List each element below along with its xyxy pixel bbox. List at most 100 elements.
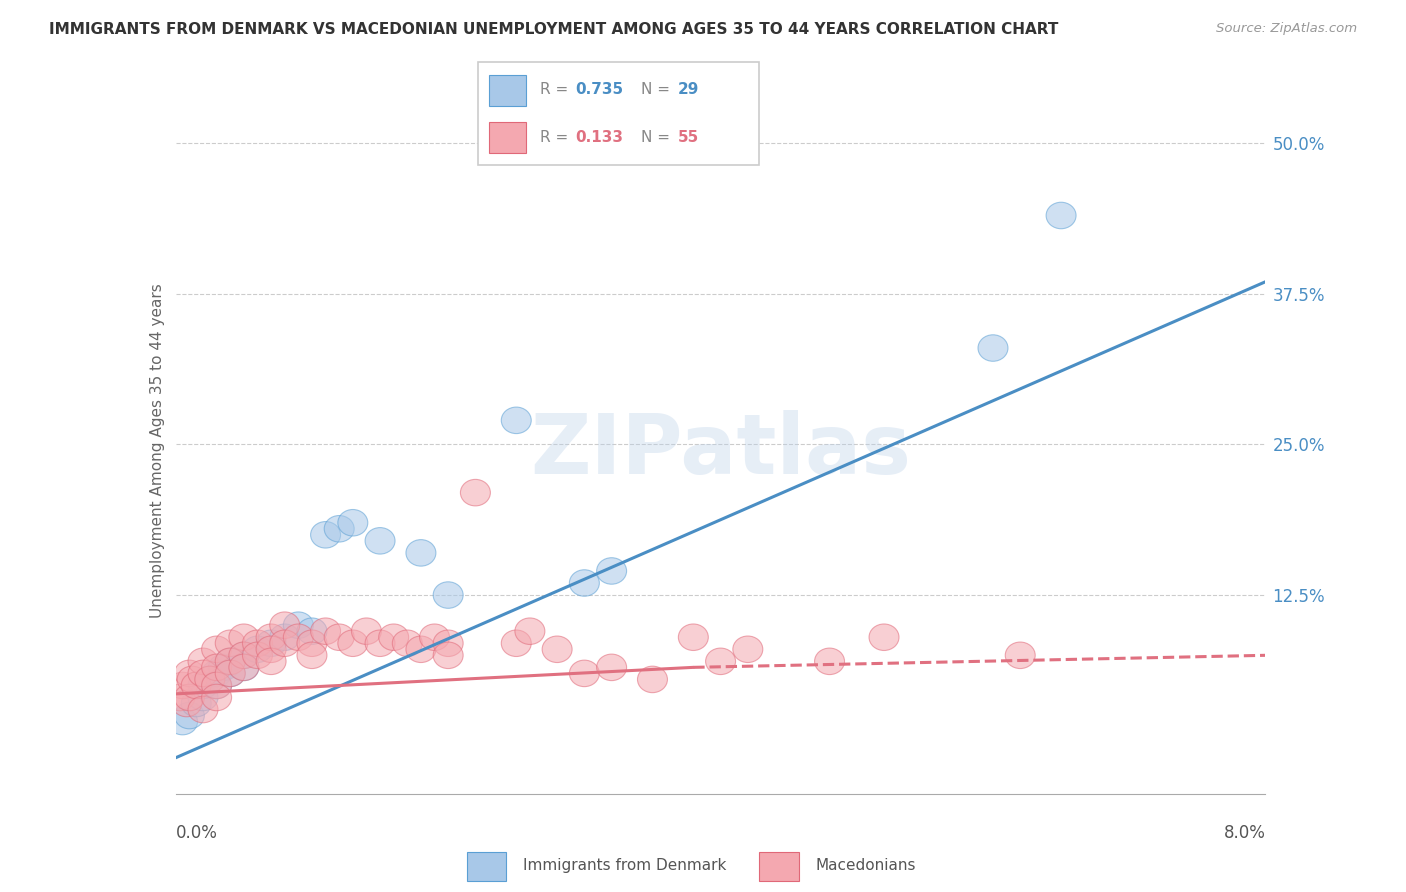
FancyBboxPatch shape — [489, 122, 526, 153]
Ellipse shape — [188, 684, 218, 711]
Ellipse shape — [337, 509, 368, 536]
Ellipse shape — [433, 630, 463, 657]
Ellipse shape — [256, 636, 285, 663]
FancyBboxPatch shape — [489, 75, 526, 105]
Text: 29: 29 — [678, 82, 699, 97]
Ellipse shape — [195, 666, 225, 693]
Ellipse shape — [378, 624, 409, 650]
Ellipse shape — [406, 540, 436, 566]
Ellipse shape — [569, 660, 599, 687]
Text: R =: R = — [540, 82, 574, 97]
Ellipse shape — [979, 334, 1008, 361]
Ellipse shape — [215, 660, 245, 687]
Ellipse shape — [256, 624, 285, 650]
Ellipse shape — [297, 642, 328, 669]
Ellipse shape — [869, 624, 898, 650]
Ellipse shape — [297, 630, 328, 657]
Ellipse shape — [188, 673, 218, 698]
Ellipse shape — [325, 516, 354, 542]
Ellipse shape — [366, 527, 395, 554]
Ellipse shape — [311, 522, 340, 548]
Y-axis label: Unemployment Among Ages 35 to 44 years: Unemployment Among Ages 35 to 44 years — [149, 283, 165, 618]
Ellipse shape — [201, 660, 232, 687]
Ellipse shape — [637, 666, 668, 693]
Ellipse shape — [569, 570, 599, 596]
Ellipse shape — [325, 624, 354, 650]
Ellipse shape — [229, 642, 259, 669]
Ellipse shape — [174, 660, 204, 687]
Ellipse shape — [229, 654, 259, 681]
FancyBboxPatch shape — [467, 852, 506, 881]
Ellipse shape — [201, 684, 232, 711]
Ellipse shape — [433, 642, 463, 669]
Ellipse shape — [256, 648, 285, 674]
Ellipse shape — [215, 648, 245, 674]
Ellipse shape — [242, 636, 273, 663]
Ellipse shape — [181, 690, 211, 717]
Ellipse shape — [177, 666, 207, 693]
Text: Macedonians: Macedonians — [815, 858, 915, 872]
Ellipse shape — [502, 407, 531, 434]
FancyBboxPatch shape — [478, 62, 759, 165]
Text: Source: ZipAtlas.com: Source: ZipAtlas.com — [1216, 22, 1357, 36]
Ellipse shape — [1005, 642, 1035, 669]
Ellipse shape — [270, 630, 299, 657]
Ellipse shape — [229, 642, 259, 669]
Text: IMMIGRANTS FROM DENMARK VS MACEDONIAN UNEMPLOYMENT AMONG AGES 35 TO 44 YEARS COR: IMMIGRANTS FROM DENMARK VS MACEDONIAN UN… — [49, 22, 1059, 37]
Ellipse shape — [284, 624, 314, 650]
Text: ZIPatlas: ZIPatlas — [530, 410, 911, 491]
Text: N =: N = — [641, 82, 675, 97]
Ellipse shape — [366, 630, 395, 657]
Ellipse shape — [167, 673, 197, 698]
FancyBboxPatch shape — [759, 852, 799, 881]
Ellipse shape — [406, 636, 436, 663]
Ellipse shape — [188, 660, 218, 687]
Ellipse shape — [596, 654, 627, 681]
Text: 8.0%: 8.0% — [1223, 824, 1265, 842]
Ellipse shape — [284, 612, 314, 639]
Ellipse shape — [814, 648, 845, 674]
Ellipse shape — [242, 630, 273, 657]
Text: 0.0%: 0.0% — [176, 824, 218, 842]
Text: 0.735: 0.735 — [575, 82, 623, 97]
Ellipse shape — [174, 702, 204, 729]
Ellipse shape — [167, 708, 197, 735]
Ellipse shape — [678, 624, 709, 650]
Text: Immigrants from Denmark: Immigrants from Denmark — [523, 858, 727, 872]
Ellipse shape — [419, 624, 450, 650]
Text: N =: N = — [641, 130, 675, 145]
Ellipse shape — [201, 636, 232, 663]
Ellipse shape — [297, 618, 328, 644]
Ellipse shape — [460, 479, 491, 506]
Ellipse shape — [195, 666, 225, 693]
Ellipse shape — [215, 660, 245, 687]
Ellipse shape — [208, 654, 239, 681]
Ellipse shape — [706, 648, 735, 674]
Ellipse shape — [165, 684, 195, 711]
Ellipse shape — [174, 684, 204, 711]
Ellipse shape — [733, 636, 763, 663]
Ellipse shape — [352, 618, 381, 644]
Ellipse shape — [256, 630, 285, 657]
Ellipse shape — [596, 558, 627, 584]
Ellipse shape — [337, 630, 368, 657]
Text: 55: 55 — [678, 130, 699, 145]
Ellipse shape — [188, 697, 218, 723]
Ellipse shape — [311, 618, 340, 644]
Ellipse shape — [502, 630, 531, 657]
Ellipse shape — [1046, 202, 1076, 228]
Ellipse shape — [215, 630, 245, 657]
Ellipse shape — [433, 582, 463, 608]
Ellipse shape — [215, 648, 245, 674]
Ellipse shape — [172, 690, 201, 717]
Ellipse shape — [270, 612, 299, 639]
Ellipse shape — [242, 642, 273, 669]
Ellipse shape — [188, 648, 218, 674]
Ellipse shape — [392, 630, 422, 657]
Ellipse shape — [270, 624, 299, 650]
Ellipse shape — [181, 673, 211, 698]
Ellipse shape — [201, 673, 232, 698]
Ellipse shape — [229, 654, 259, 681]
Ellipse shape — [515, 618, 546, 644]
Ellipse shape — [543, 636, 572, 663]
